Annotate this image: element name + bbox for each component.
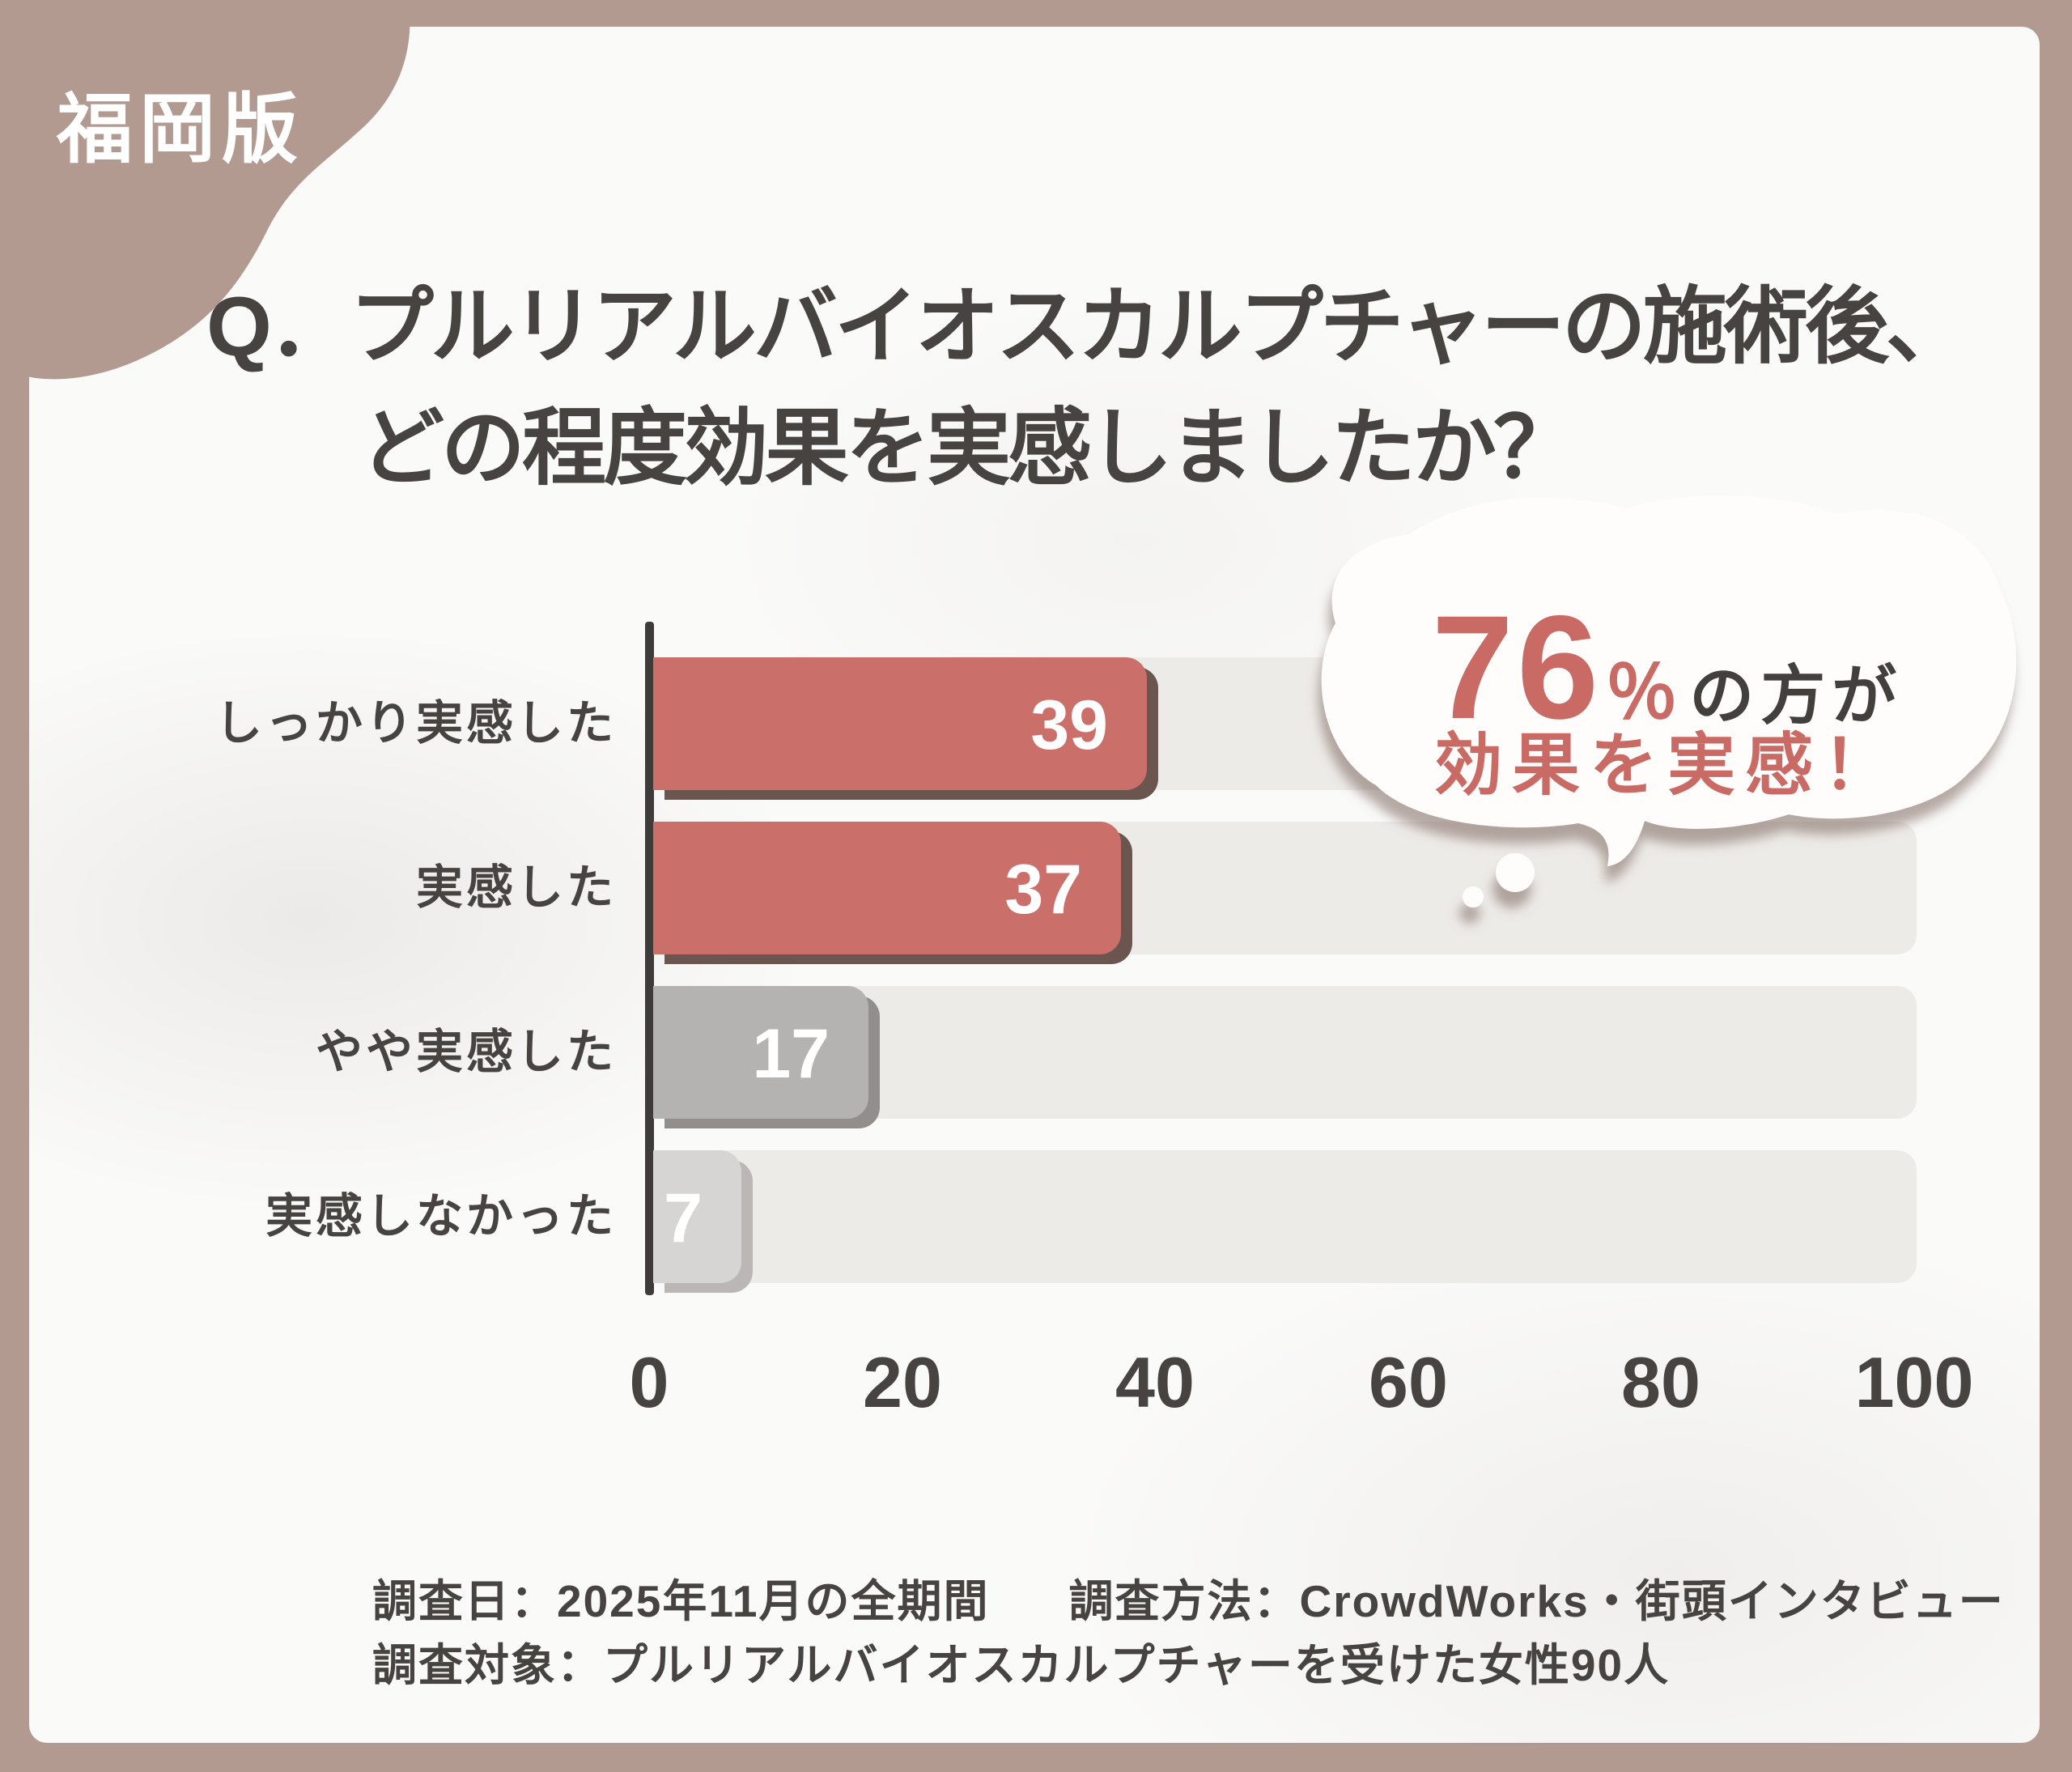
bar: 39	[653, 657, 1147, 790]
callout-suffix: の方が	[1689, 660, 1904, 732]
thought-bubble-dot-large	[1496, 853, 1535, 892]
thought-bubble	[1321, 495, 2017, 907]
bar-track	[653, 1150, 1917, 1283]
page-title-line1: Q．プルリアルバイオスカルプチャーの施術後、	[206, 280, 1970, 374]
category-label: やや実感した	[315, 1026, 617, 1078]
corner-blob-shape	[0, 0, 410, 380]
bar: 37	[653, 822, 1121, 954]
category-label: 実感した	[415, 861, 617, 914]
region-badge: 福岡版	[57, 87, 305, 172]
footer-survey-info: 調査日：2025年11月の全期間 調査方法：CrowdWorks・街頭インタビュ…	[372, 1565, 2005, 1630]
callout-percent-value: 76	[1431, 584, 1603, 750]
callout-headline: 76 ％ の方が	[1344, 593, 1991, 741]
callout-subline: 効果を実感！	[1433, 727, 1900, 803]
bar-value-label: 17	[752, 1015, 830, 1093]
category-label: しっかり実感した	[214, 697, 617, 750]
x-axis-tick-label: 40	[1115, 1342, 1195, 1422]
thought-bubble-dot-small	[1463, 886, 1484, 907]
bar: 7	[653, 1150, 741, 1283]
y-axis-line	[645, 622, 654, 1295]
x-axis-tick-label: 60	[1369, 1342, 1448, 1422]
bar-value-label: 7	[664, 1179, 703, 1257]
survey-method: 調査方法：CrowdWorks・街頭インタビュー	[1068, 1576, 2005, 1626]
bar: 17	[653, 986, 868, 1119]
survey-target: 調査対象：プルリアルバイオスカルプチャーを受けた女性90人	[372, 1640, 1671, 1690]
bar-value-label: 39	[1030, 686, 1108, 764]
bar-value-label: 37	[1004, 851, 1082, 928]
survey-date: 調査日：2025年11月の全期間	[372, 1576, 990, 1626]
x-axis-tick-label: 0	[629, 1342, 669, 1422]
category-label: 実感しなかった	[265, 1190, 617, 1243]
x-axis-tick-label: 100	[1854, 1342, 1974, 1422]
x-axis-tick-label: 20	[863, 1342, 942, 1422]
page-title-line2: どの程度効果を実感しましたか？	[360, 402, 1577, 495]
callout-percent-sign: ％	[1605, 653, 1679, 734]
x-axis-tick-label: 80	[1621, 1342, 1700, 1422]
